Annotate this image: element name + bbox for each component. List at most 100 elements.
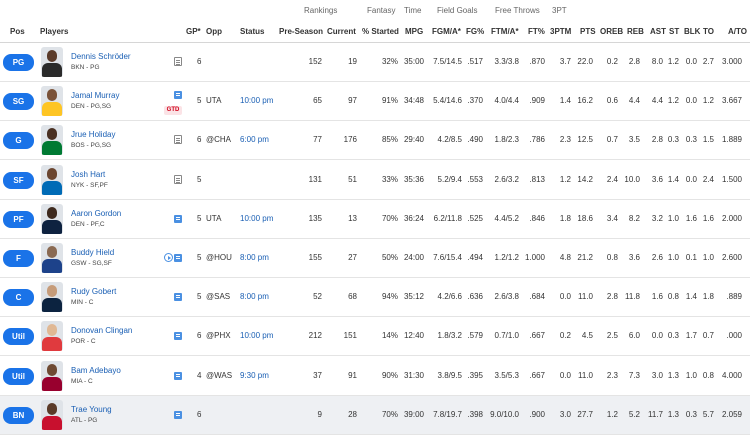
video-play-icon[interactable] (164, 253, 173, 262)
st-cell: 0.3 (667, 135, 679, 145)
player-news-icon[interactable] (174, 371, 182, 380)
player-news-icon[interactable] (174, 254, 182, 262)
table-row: BN Trae Young ATL - PG 6 9 28 70% 39:00 7.8/19.7… (0, 395, 750, 435)
fg-pct-cell: .553 (467, 174, 483, 184)
avatar-jersey (42, 180, 62, 195)
player-news-icon[interactable] (174, 91, 182, 100)
position-button[interactable]: PF (3, 210, 34, 228)
3ptm-cell: 1.8 (559, 213, 571, 223)
position-button[interactable]: Util (3, 367, 34, 385)
player-name-link[interactable]: Rudy Gobert (71, 287, 117, 297)
col-to[interactable]: TO (703, 27, 714, 36)
player-name-link[interactable]: Trae Young (71, 404, 112, 414)
player-note-icon[interactable] (174, 57, 182, 66)
status-cell[interactable]: 10:00 pm (240, 213, 274, 223)
fg-pct-cell: .395 (467, 370, 483, 380)
player-note-icon[interactable] (174, 174, 182, 184)
gtd-status-badge: GTD (164, 106, 182, 116)
player-name-link[interactable]: Dennis Schröder (71, 52, 131, 61)
header-group-3pt: 3PT (552, 6, 567, 15)
ast-cell: 2.6 (651, 253, 663, 262)
fgm-a-cell: 7.8/19.7 (433, 409, 462, 419)
current-rank-cell: 151 (343, 331, 357, 341)
player-news-icon[interactable] (174, 293, 182, 302)
position-button[interactable]: SF (3, 171, 34, 189)
avatar-jersey (42, 63, 62, 77)
col-current[interactable]: Current (327, 27, 356, 36)
player-name-link[interactable]: Jamal Murray (71, 91, 120, 101)
player-name-link[interactable]: Donovan Clingan (71, 326, 133, 336)
3ptm-cell: 0.0 (559, 292, 571, 302)
avatar-head (47, 206, 57, 219)
player-note-icon[interactable] (174, 135, 182, 145)
oreb-cell: 2.3 (606, 370, 618, 380)
position-button[interactable]: Util (3, 328, 34, 346)
pts-cell: 11.0 (578, 292, 593, 302)
mpg-cell: 31:30 (403, 370, 424, 380)
reb-cell: 4.4 (628, 96, 640, 106)
col-pts[interactable]: PTS (580, 27, 596, 36)
player-name-link[interactable]: Josh Hart (71, 169, 106, 179)
position-button[interactable]: C (3, 289, 34, 307)
ast-cell: 1.6 (651, 292, 663, 302)
col-status[interactable]: Status (240, 27, 265, 36)
col-ast[interactable]: AST (650, 27, 666, 36)
mpg-cell: 29:40 (403, 135, 424, 145)
col-pre-season[interactable]: Pre-Season (279, 27, 324, 36)
player-news-icon[interactable] (174, 410, 182, 419)
col-blk[interactable]: BLK (684, 27, 701, 36)
col-fgm-a[interactable]: FGM/A* (432, 27, 461, 36)
position-button[interactable]: PG (3, 54, 34, 71)
player-name-link[interactable]: Bam Adebayo (71, 365, 121, 375)
header-group-field-goals: Field Goals (437, 6, 478, 15)
col-a-to[interactable]: A/TO (728, 27, 747, 36)
status-cell[interactable]: 10:00 pm (240, 96, 274, 106)
a-to-cell: .889 (726, 292, 742, 302)
col-pos[interactable]: Pos (10, 27, 25, 36)
col-players[interactable]: Players (40, 27, 69, 36)
blk-cell: 1.6 (685, 213, 697, 223)
3ptm-cell: 0.2 (559, 331, 571, 341)
player-avatar (41, 399, 63, 430)
mpg-cell: 36:24 (403, 213, 424, 223)
col-pct-started[interactable]: % Started (362, 27, 399, 36)
position-button[interactable]: F (3, 250, 34, 267)
opp-cell: UTA (206, 213, 222, 223)
col-3ptm[interactable]: 3PTM (550, 27, 572, 36)
position-button[interactable]: SG (3, 93, 34, 111)
col-opp[interactable]: Opp (206, 27, 222, 36)
col-ft-pct[interactable]: FT% (528, 27, 545, 36)
status-cell[interactable]: 9:30 pm (240, 370, 269, 380)
ft-pct-cell: .786 (529, 135, 545, 145)
avatar-head (47, 128, 57, 141)
pts-cell: 14.2 (577, 174, 593, 184)
status-cell[interactable]: 6:00 pm (240, 135, 269, 145)
to-cell: 2.4 (702, 174, 714, 184)
header-group-time: Time (404, 6, 422, 15)
col-st[interactable]: ST (669, 27, 680, 36)
status-cell[interactable]: 8:00 pm (240, 292, 269, 302)
col-reb[interactable]: REB (627, 27, 644, 36)
3ptm-cell: 1.4 (559, 96, 571, 106)
player-name-link[interactable]: Aaron Gordon (71, 208, 122, 218)
player-news-icon[interactable] (174, 332, 182, 341)
position-button[interactable]: G (3, 132, 34, 150)
status-cell[interactable]: 8:00 pm (240, 253, 269, 262)
col-mpg[interactable]: MPG (405, 27, 424, 36)
player-news-icon[interactable] (174, 214, 182, 223)
current-rank-cell: 51 (348, 174, 357, 184)
position-button[interactable]: BN (3, 406, 34, 424)
col-fg-pct[interactable]: FG% (466, 27, 485, 36)
col-ftm-a[interactable]: FTM/A* (491, 27, 519, 36)
3ptm-cell: 3.0 (559, 409, 571, 419)
player-name-link[interactable]: Buddy Hield (71, 248, 115, 257)
a-to-cell: 3.667 (721, 96, 742, 106)
header-group-rankings: Rankings (304, 6, 338, 15)
st-cell: 1.0 (667, 253, 679, 262)
player-name-link[interactable]: Jrue Holiday (71, 130, 116, 140)
col-gp[interactable]: GP* (186, 27, 201, 36)
status-cell[interactable]: 10:00 pm (240, 331, 274, 341)
col-oreb[interactable]: OREB (600, 27, 624, 36)
to-cell: 1.2 (702, 96, 714, 106)
